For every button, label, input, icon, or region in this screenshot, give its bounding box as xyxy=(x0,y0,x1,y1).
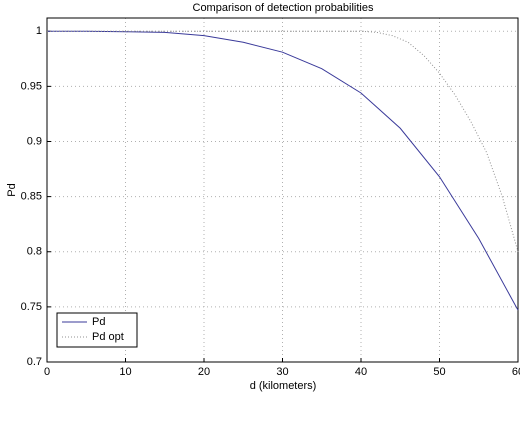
x-tick-label: 50 xyxy=(433,366,445,378)
legend-label: Pd xyxy=(92,316,105,328)
y-tick-label: 1 xyxy=(36,25,42,37)
chart-title: Comparison of detection probabilities xyxy=(193,2,374,14)
x-tick-label: 0 xyxy=(44,366,50,378)
y-tick-label: 0.85 xyxy=(21,191,42,203)
y-tick-label: 0.95 xyxy=(21,80,42,92)
x-tick-label: 40 xyxy=(355,366,367,378)
x-tick-label: 20 xyxy=(198,366,210,378)
line-series xyxy=(47,30,519,311)
x-axis-label: d (kilometers) xyxy=(250,380,317,392)
y-tick-label: 0.8 xyxy=(27,246,42,258)
legend-box xyxy=(56,312,138,348)
plot-frame xyxy=(46,17,519,363)
y-tick-label: 0.9 xyxy=(27,135,42,147)
legend-label: Pd opt xyxy=(92,331,124,343)
y-tick-label: 0.7 xyxy=(27,356,42,368)
line-series xyxy=(47,30,519,252)
x-tick-label: 30 xyxy=(276,366,288,378)
x-tick-label: 60 xyxy=(512,366,520,378)
y-tick-label: 0.75 xyxy=(21,301,42,313)
y-axis-label: Pd xyxy=(6,183,18,196)
x-tick-label: 10 xyxy=(119,366,131,378)
